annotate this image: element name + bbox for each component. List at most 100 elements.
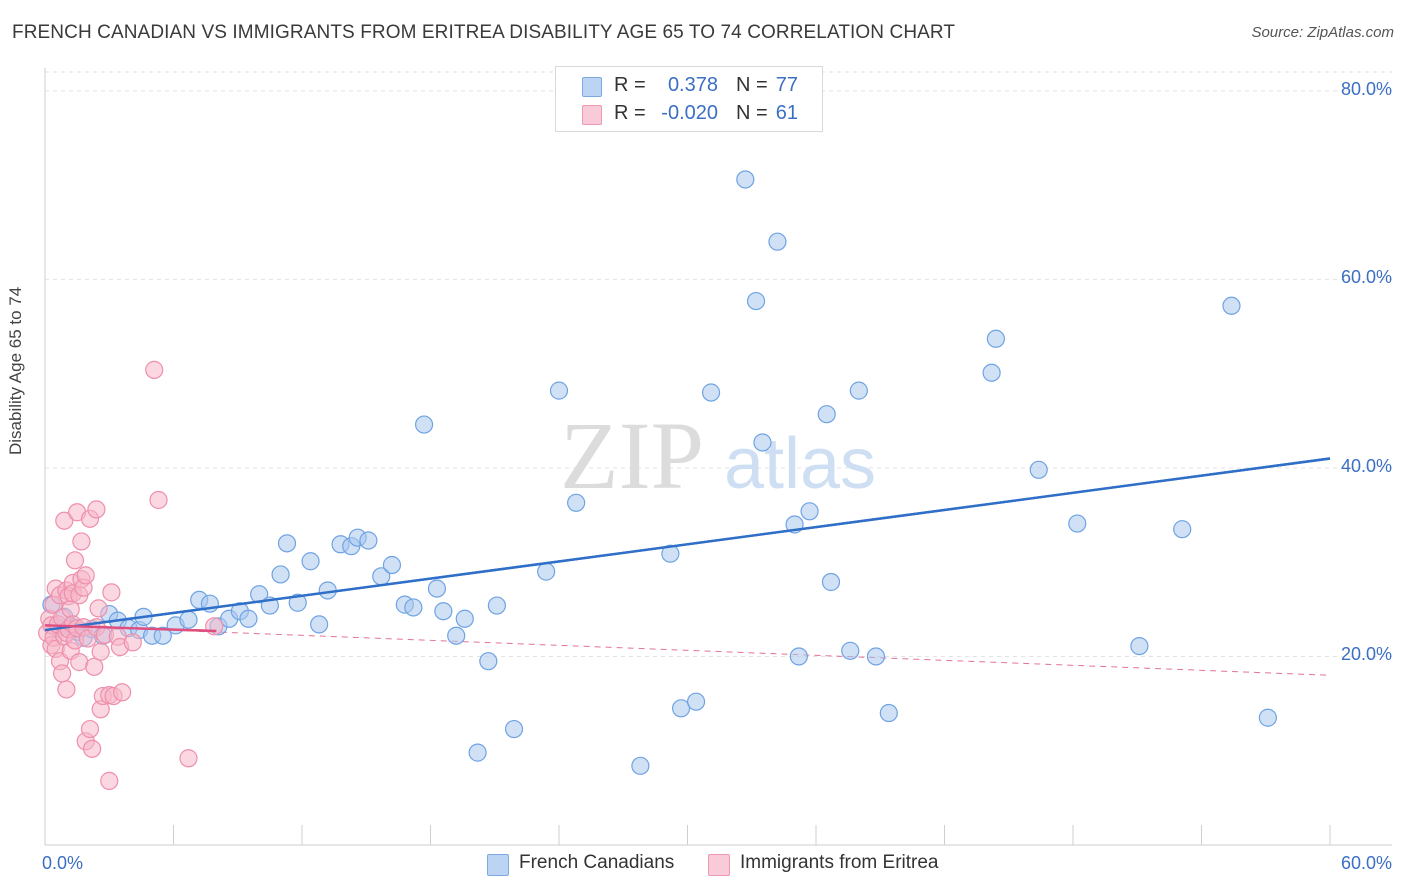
legend-label: French Canadians [519, 852, 675, 873]
point-eritrea [145, 360, 164, 379]
watermark-atlas: atlas [724, 424, 876, 504]
point-french-canadians [277, 534, 297, 553]
y-tick-label: 60.0% [1340, 267, 1392, 288]
point-eritrea [112, 683, 132, 702]
point-french-canadians [753, 433, 772, 452]
legend-n-label: N = [736, 74, 768, 96]
point-french-canadians [427, 579, 447, 598]
point-french-canadians [686, 692, 706, 711]
point-french-canadians [179, 610, 198, 629]
point-french-canadians [631, 756, 650, 775]
point-french-canadians [549, 381, 569, 400]
point-french-canadians [271, 565, 290, 584]
point-french-canadians [455, 609, 474, 628]
point-french-canadians [479, 652, 498, 671]
legend-swatch-blue [487, 854, 509, 876]
point-french-canadians [567, 493, 586, 512]
point-eritrea [83, 739, 102, 758]
point-french-canadians [800, 502, 819, 521]
legend-r-value: -0.020 [661, 102, 718, 124]
point-french-canadians [768, 232, 787, 251]
point-french-canadians [661, 544, 680, 563]
legend-swatch-pink [708, 854, 730, 876]
watermark-zip: ZIP [560, 402, 704, 509]
legend-row-eritrea: R = -0.020 N = 61 [556, 99, 822, 129]
point-eritrea [100, 771, 119, 790]
point-french-canadians [1173, 520, 1192, 539]
point-french-canadians [504, 719, 524, 739]
point-french-canadians [701, 383, 721, 402]
point-french-canadians [414, 415, 434, 434]
point-french-canadians [879, 703, 898, 723]
point-french-canadians [671, 699, 691, 718]
trend-line [44, 624, 217, 633]
point-eritrea [55, 511, 74, 530]
point-eritrea [85, 657, 104, 676]
point-french-canadians [789, 647, 808, 666]
point-eritrea [102, 583, 121, 602]
point-french-canadians [359, 531, 378, 550]
point-french-canadians [153, 626, 172, 645]
point-eritrea [123, 633, 142, 652]
point-eritrea [205, 617, 224, 636]
point-french-canadians [1068, 514, 1087, 533]
point-french-canadians [1029, 460, 1048, 479]
trend-line [44, 457, 1331, 632]
point-french-canadians [537, 562, 556, 581]
point-french-canadians [1258, 708, 1277, 727]
legend-label: Immigrants from Eritrea [740, 852, 939, 873]
point-french-canadians [746, 291, 766, 311]
legend-swatch-blue [582, 77, 602, 97]
y-tick-label: 80.0% [1340, 78, 1392, 99]
point-french-canadians [250, 585, 269, 604]
point-eritrea [91, 642, 110, 661]
point-eritrea [70, 653, 89, 672]
point-french-canadians [1130, 636, 1149, 656]
point-eritrea [72, 532, 91, 551]
y-axis-label: Disability Age 65 to 74 [6, 286, 25, 455]
point-eritrea [89, 599, 108, 618]
point-french-canadians [310, 615, 329, 634]
legend-n-value: 77 [775, 74, 798, 96]
point-french-canadians [849, 381, 868, 400]
legend-r-label: R = [614, 74, 646, 96]
point-french-canadians [1222, 296, 1241, 315]
legend-row-french-canadians: R = 0.378 N = 77 [556, 71, 822, 101]
legend-r-label: R = [614, 102, 646, 124]
data-points [38, 170, 1331, 790]
point-eritrea [149, 490, 168, 510]
point-french-canadians [841, 641, 860, 660]
point-french-canadians [817, 405, 836, 424]
legend-n-label: N = [736, 102, 768, 124]
point-french-canadians [404, 598, 423, 617]
watermark: ZIP atlas [560, 402, 876, 509]
y-tick-label: 20.0% [1340, 644, 1392, 665]
point-french-canadians [382, 555, 402, 575]
point-eritrea [65, 551, 85, 570]
point-eritrea [76, 566, 95, 585]
axes [44, 68, 1392, 846]
point-eritrea [179, 749, 198, 768]
correlation-legend: R = 0.378 N = 77 R = -0.020 N = 61 [555, 66, 823, 132]
point-french-canadians [487, 596, 506, 615]
legend-swatch-pink [582, 105, 602, 125]
point-french-canadians [434, 602, 453, 621]
y-tick-label: 40.0% [1340, 455, 1392, 476]
chart-title: FRENCH CANADIAN VS IMMIGRANTS FROM ERITR… [12, 22, 956, 43]
point-eritrea [57, 680, 76, 699]
point-french-canadians [468, 743, 487, 762]
x-tick-label-max: 60.0% [1340, 853, 1392, 873]
point-french-canadians [982, 363, 1001, 382]
legend-r-value: 0.378 [667, 74, 718, 96]
point-french-canadians [447, 626, 466, 645]
x-tick-label-min: 0.0% [42, 853, 84, 873]
point-french-canadians [736, 170, 755, 189]
point-french-canadians [821, 572, 841, 592]
point-eritrea [80, 719, 100, 739]
point-french-canadians [986, 329, 1006, 348]
point-french-canadians [301, 552, 320, 571]
grid-lines [45, 71, 1392, 657]
source-label: Source: ZipAtlas.com [1251, 24, 1394, 41]
point-french-canadians [288, 593, 307, 612]
